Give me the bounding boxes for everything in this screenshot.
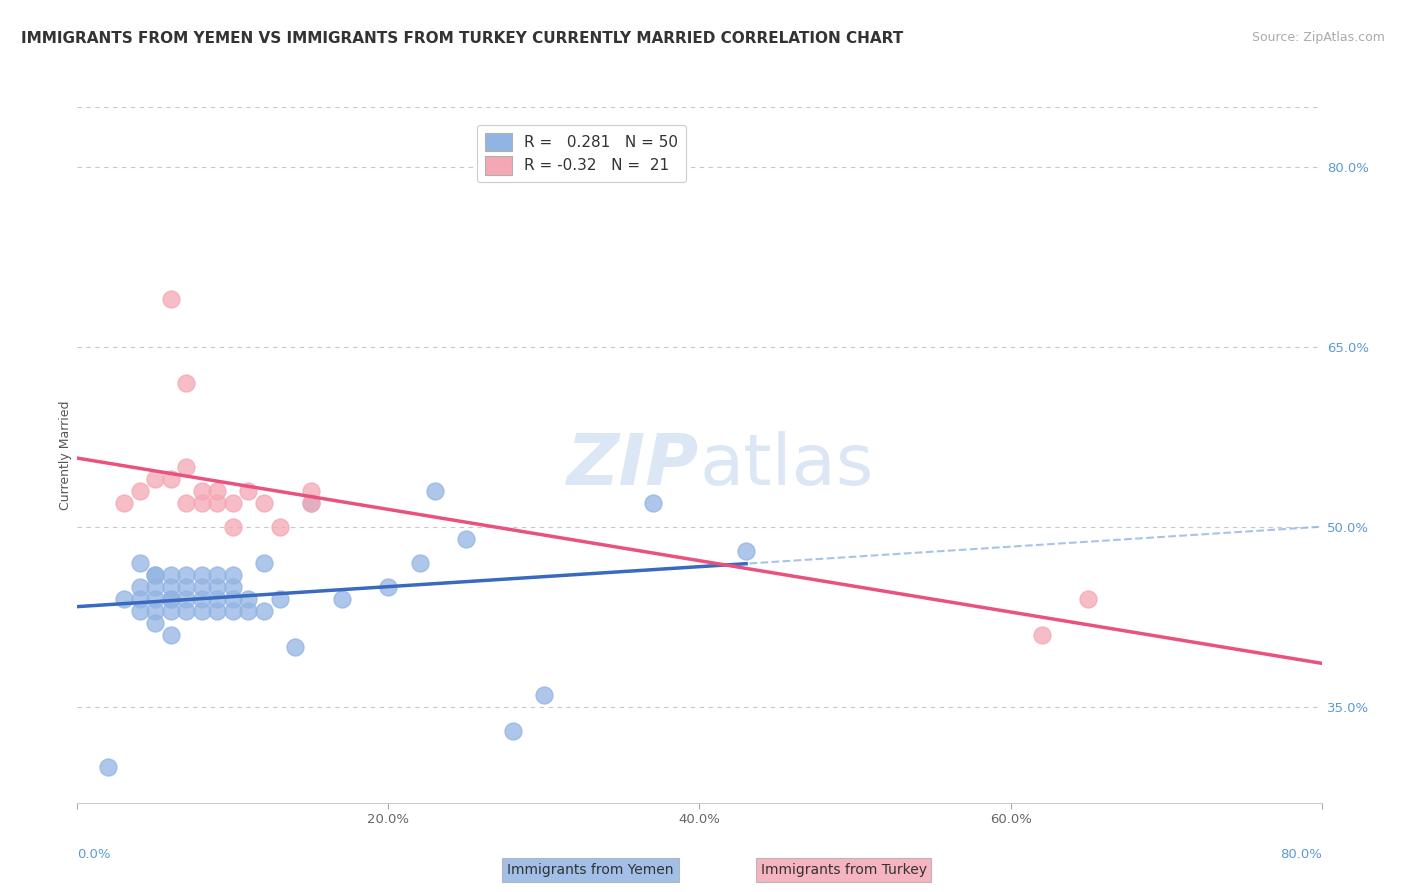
Text: 80.0%: 80.0% [1279,848,1322,861]
Point [191,604,214,618]
Point [299,496,322,510]
Point [191,567,214,582]
Point [159,604,181,618]
Point [222,567,245,582]
Point [159,591,181,606]
Text: IMMIGRANTS FROM YEMEN VS IMMIGRANTS FROM TURKEY CURRENTLY MARRIED CORRELATION CH: IMMIGRANTS FROM YEMEN VS IMMIGRANTS FROM… [21,31,903,46]
Point [97,760,120,774]
Text: Immigrants from Turkey: Immigrants from Turkey [761,863,927,877]
Point [191,496,214,510]
Point [456,532,478,546]
Point [533,688,555,702]
Point [299,483,322,498]
Point [159,628,181,642]
Point [207,604,229,618]
Point [253,556,276,570]
Point [377,580,399,594]
Point [735,544,758,558]
Point [159,472,181,486]
Point [143,567,166,582]
Point [222,496,245,510]
Point [128,580,150,594]
Point [330,591,353,606]
Point [174,567,197,582]
Point [174,580,197,594]
Point [174,496,197,510]
Point [191,591,214,606]
Point [238,483,260,498]
Text: Immigrants from Yemen: Immigrants from Yemen [508,863,673,877]
Point [641,496,664,510]
Point [238,604,260,618]
Point [253,604,276,618]
Point [174,604,197,618]
Point [222,520,245,534]
Point [112,496,135,510]
Point [143,604,166,618]
Point [128,483,150,498]
Point [284,640,307,654]
Point [207,496,229,510]
Point [174,459,197,474]
Point [159,292,181,306]
Point [222,604,245,618]
Text: atlas: atlas [700,431,875,500]
Point [1077,591,1099,606]
Point [112,591,135,606]
Legend: R =   0.281   N = 50, R = -0.32   N =  21: R = 0.281 N = 50, R = -0.32 N = 21 [477,125,686,182]
Point [207,483,229,498]
Point [207,567,229,582]
Point [159,567,181,582]
Text: 0.0%: 0.0% [77,848,111,861]
Point [159,591,181,606]
Point [143,567,166,582]
Point [128,556,150,570]
Point [128,591,150,606]
Point [128,604,150,618]
Point [269,520,291,534]
Point [408,556,430,570]
Point [191,580,214,594]
Point [143,591,166,606]
Point [222,580,245,594]
Point [222,591,245,606]
Point [207,580,229,594]
Point [143,615,166,630]
Point [502,723,524,738]
Point [299,496,322,510]
Point [174,591,197,606]
Y-axis label: Currently Married: Currently Married [59,401,72,509]
Point [423,483,446,498]
Point [1031,628,1053,642]
Text: Source: ZipAtlas.com: Source: ZipAtlas.com [1251,31,1385,45]
Point [143,580,166,594]
Point [269,591,291,606]
Point [207,591,229,606]
Point [238,591,260,606]
Point [191,483,214,498]
Point [174,376,197,390]
Point [253,496,276,510]
Point [143,472,166,486]
Point [159,580,181,594]
Text: ZIP: ZIP [567,431,700,500]
